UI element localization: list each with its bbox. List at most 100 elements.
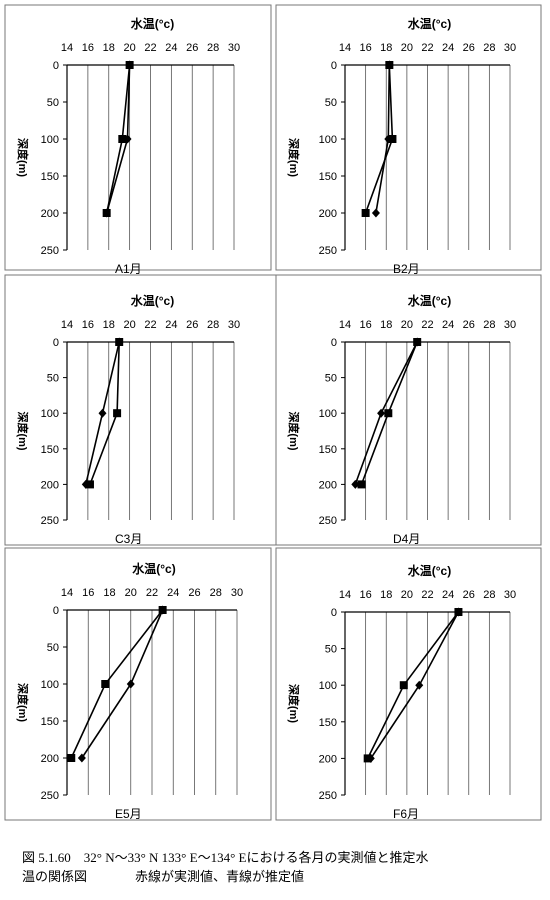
series-line bbox=[370, 611, 460, 759]
y-tick-label: 150 bbox=[41, 171, 59, 183]
x-tick-label: 28 bbox=[207, 42, 219, 54]
x-tick-label: 18 bbox=[380, 589, 392, 601]
y-tick-label: 0 bbox=[53, 605, 59, 617]
y-tick-label: 200 bbox=[41, 208, 59, 220]
square-marker bbox=[113, 409, 122, 418]
x-tick-label: 16 bbox=[360, 589, 372, 601]
x-tick-label: 30 bbox=[504, 589, 516, 601]
x-tick-label: 16 bbox=[82, 319, 94, 331]
figure-caption: 図 5.1.60 32° N～33° N 133° E～134° Eにおける各月… bbox=[22, 848, 538, 886]
x-tick-label: 24 bbox=[165, 319, 177, 331]
x-tick-label: 26 bbox=[463, 589, 475, 601]
chart-panel: 水温(°c) 14 16 18 20 22 24 26 28 30 0 50 100 150 200 250 深… bbox=[4, 547, 272, 821]
x-tick-label: 22 bbox=[421, 589, 433, 601]
y-tick-label: 250 bbox=[319, 790, 337, 802]
diamond-marker bbox=[384, 134, 393, 144]
chart-title: 水温(°c) bbox=[408, 16, 451, 31]
x-tick-label: 18 bbox=[103, 319, 115, 331]
x-tick-label: 16 bbox=[82, 587, 94, 599]
y-axis-label: 深度(m) bbox=[287, 684, 301, 723]
panel-label: B2月 bbox=[393, 262, 420, 276]
y-tick-label: 100 bbox=[41, 408, 59, 420]
panel-label: A1月 bbox=[115, 262, 142, 276]
square-marker bbox=[67, 754, 76, 762]
x-tick-label: 18 bbox=[380, 42, 392, 54]
series-line bbox=[81, 609, 164, 759]
y-tick-label: 50 bbox=[47, 97, 59, 109]
x-tick-label: 18 bbox=[103, 42, 115, 54]
x-tick-label: 28 bbox=[207, 319, 219, 331]
x-tick-label: 20 bbox=[124, 42, 136, 54]
y-tick-label: 50 bbox=[325, 97, 337, 109]
panel-frame bbox=[275, 547, 542, 821]
x-tick-label: 30 bbox=[504, 319, 516, 331]
square-marker bbox=[384, 409, 393, 418]
chart-panel: 水温(°c) 14 16 18 20 22 24 26 28 30 0 50 100 150 200 250 深… bbox=[4, 4, 272, 276]
x-tick-label: 16 bbox=[360, 319, 372, 331]
diamond-marker bbox=[81, 479, 90, 489]
diamond-marker bbox=[123, 134, 132, 144]
x-tick-label: 18 bbox=[103, 587, 115, 599]
y-tick-label: 150 bbox=[319, 717, 337, 729]
y-tick-label: 250 bbox=[319, 245, 337, 257]
square-marker bbox=[85, 480, 94, 489]
x-tick-label: 22 bbox=[421, 42, 433, 54]
x-tick-label: 30 bbox=[231, 587, 243, 599]
y-tick-label: 250 bbox=[41, 245, 59, 257]
diamond-marker bbox=[158, 605, 167, 615]
panel-frame bbox=[275, 4, 542, 271]
panel-label: F6月 bbox=[393, 807, 419, 821]
x-tick-label: 14 bbox=[339, 319, 351, 331]
panel-label: E5月 bbox=[115, 807, 142, 821]
y-tick-label: 100 bbox=[41, 134, 59, 146]
x-tick-label: 22 bbox=[146, 587, 158, 599]
square-marker bbox=[388, 135, 397, 143]
x-tick-label: 14 bbox=[61, 42, 73, 54]
y-tick-label: 0 bbox=[331, 337, 337, 349]
x-tick-label: 22 bbox=[144, 319, 156, 331]
x-tick-label: 28 bbox=[483, 42, 495, 54]
x-tick-label: 20 bbox=[125, 587, 137, 599]
diamond-marker bbox=[415, 680, 424, 690]
x-tick-label: 28 bbox=[483, 589, 495, 601]
x-tick-label: 16 bbox=[360, 42, 372, 54]
diamond-marker bbox=[126, 679, 135, 689]
y-tick-label: 50 bbox=[47, 373, 59, 385]
diamond-marker bbox=[413, 337, 422, 347]
diamond-marker bbox=[98, 408, 107, 418]
x-tick-label: 14 bbox=[339, 42, 351, 54]
x-tick-label: 22 bbox=[421, 319, 433, 331]
diamond-marker bbox=[454, 607, 463, 617]
y-tick-label: 100 bbox=[319, 680, 337, 692]
y-tick-label: 250 bbox=[41, 515, 59, 527]
y-tick-label: 100 bbox=[41, 679, 59, 691]
caption-line-1: 図 5.1.60 32° N～33° N 133° E～134° Eにおける各月… bbox=[22, 850, 429, 865]
x-tick-label: 24 bbox=[165, 42, 177, 54]
x-tick-label: 22 bbox=[144, 42, 156, 54]
x-tick-label: 24 bbox=[442, 42, 454, 54]
y-tick-label: 150 bbox=[41, 444, 59, 456]
y-tick-label: 100 bbox=[319, 408, 337, 420]
chart-title: 水温(°c) bbox=[131, 16, 174, 31]
chart-panel: 水温(°c) 14 16 18 20 22 24 26 28 30 0 50 100 150 200 250 深… bbox=[275, 547, 542, 821]
caption-line-2-label: 温の関係図 bbox=[22, 869, 88, 884]
y-tick-label: 200 bbox=[41, 753, 59, 765]
diamond-marker bbox=[125, 60, 134, 70]
y-tick-label: 0 bbox=[53, 60, 59, 72]
panel-frame bbox=[275, 274, 542, 546]
x-tick-label: 20 bbox=[401, 589, 413, 601]
square-marker bbox=[357, 480, 366, 489]
y-tick-label: 200 bbox=[41, 479, 59, 491]
x-tick-label: 20 bbox=[401, 319, 413, 331]
y-tick-label: 50 bbox=[325, 373, 337, 385]
y-tick-label: 100 bbox=[319, 134, 337, 146]
panel-frame bbox=[4, 4, 272, 271]
square-marker bbox=[101, 680, 110, 688]
chart-panel: 水温(°c) 14 16 18 20 22 24 26 28 30 0 50 100 150 200 250 深… bbox=[275, 4, 542, 276]
diamond-marker bbox=[366, 753, 375, 763]
panel-label: D4月 bbox=[393, 532, 420, 546]
square-marker bbox=[399, 681, 408, 690]
x-tick-label: 18 bbox=[380, 319, 392, 331]
chart-title: 水温(°c) bbox=[408, 293, 451, 308]
